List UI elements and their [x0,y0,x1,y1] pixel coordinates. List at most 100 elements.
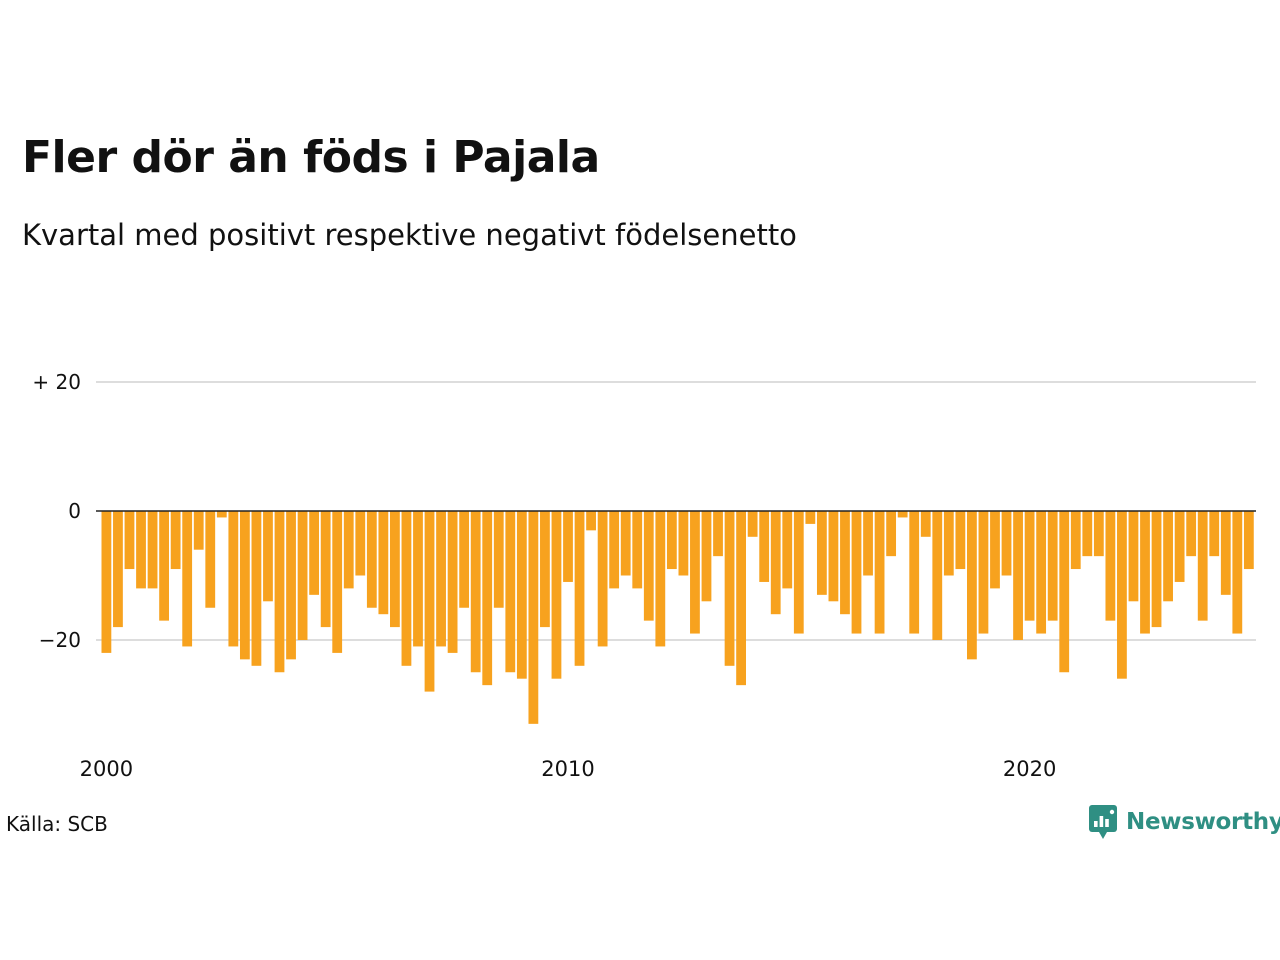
bar [113,511,123,628]
bar [793,511,804,634]
bar [816,511,827,595]
bar [920,511,931,537]
bar [1117,511,1127,679]
bar [828,511,839,602]
x-tick-label: 2010 [541,757,594,781]
bar [563,511,573,582]
bar [1232,511,1243,634]
chart-subtitle: Kvartal med positivt respektive negativt… [22,218,797,252]
bar [701,511,712,602]
bar [678,511,689,576]
bar [990,511,1000,589]
source-note: Källa: SCB [6,812,108,836]
bar [886,511,897,557]
newsworthy-logo-icon [1089,805,1117,839]
bar [274,511,285,673]
brand-name: Newsworthy [1126,809,1280,835]
bar [1220,511,1231,595]
x-tick-label: 2000 [80,757,133,781]
bar [343,511,354,589]
bar [493,511,504,608]
bar [193,511,204,550]
bar [805,511,816,524]
bar [943,511,954,576]
bar [1105,511,1116,621]
bar [1163,511,1173,602]
bar [978,511,989,634]
bar [297,511,308,640]
bar [574,511,585,666]
bar [851,511,862,634]
bar [159,511,169,621]
bar [1013,511,1023,640]
bar [413,511,423,647]
bar [874,511,885,634]
y-tick-label: 0 [68,499,81,523]
brand-logo[interactable]: Newsworthy [1088,804,1280,840]
bar [632,511,643,589]
bar [528,511,539,724]
bar [1093,511,1104,557]
x-tick-label: 2020 [1003,757,1056,781]
bar [713,511,723,557]
bar [1174,511,1185,582]
bar [666,511,677,570]
bar [216,511,227,518]
bar [459,511,470,608]
bar [447,511,458,653]
bar [182,511,193,647]
bar [540,511,550,628]
bar [955,511,966,570]
bar [782,511,793,589]
bar [909,511,920,634]
bar [482,511,493,686]
x-axis-ticks: 2000 2010 2020 [80,757,1057,781]
bar [655,511,666,647]
bar [124,511,135,570]
bar [355,511,366,576]
bar [505,511,516,673]
bar [1001,511,1012,576]
bar [1140,511,1150,634]
y-tick-label: −20 [39,628,81,652]
bar [620,511,631,576]
bar [1151,511,1162,628]
bar [1036,511,1047,634]
bar [424,511,435,692]
bar [136,511,146,589]
bar [736,511,746,686]
bar [1059,511,1070,673]
y-tick-label: + 20 [32,370,81,394]
bar [436,511,446,647]
bar [1128,511,1139,602]
bar [840,511,850,615]
bar [101,511,112,653]
bar [228,511,239,647]
bar [147,511,158,589]
bar [205,511,216,608]
bar [643,511,654,621]
bar [239,511,250,660]
bar [470,511,481,673]
bar [586,511,596,531]
bar [759,511,770,582]
bar [366,511,377,608]
bar [967,511,977,660]
bar [690,511,700,634]
bar [770,511,781,615]
bar [897,511,908,518]
bar [724,511,735,666]
bar [1024,511,1035,621]
bar [597,511,608,647]
bar [170,511,181,570]
bar [286,511,296,660]
bar [1070,511,1081,570]
bar [1243,511,1254,570]
bar [1197,511,1208,621]
bar [609,511,620,589]
bar [251,511,262,666]
bar [1186,511,1197,557]
chart-title: Fler dör än föds i Pajala [22,132,600,183]
bar [309,511,320,595]
